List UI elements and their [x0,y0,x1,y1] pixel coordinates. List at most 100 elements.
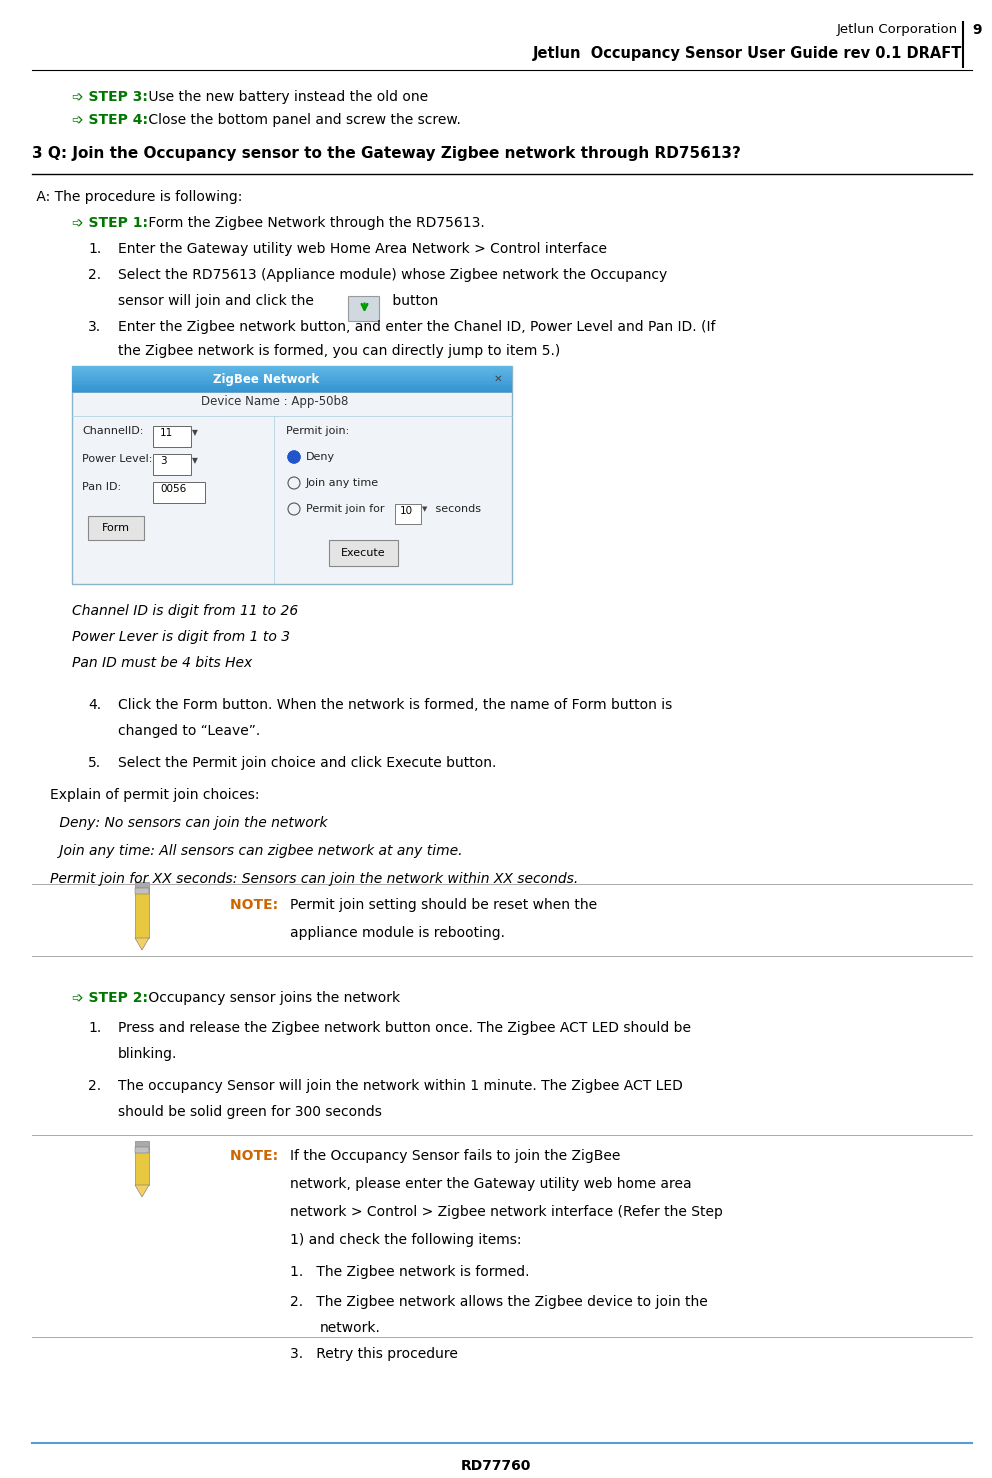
Text: A: The procedure is following:: A: The procedure is following: [32,191,242,204]
FancyBboxPatch shape [72,386,512,387]
Text: 1.   The Zigbee network is formed.: 1. The Zigbee network is formed. [290,1265,530,1278]
Text: 2.   The Zigbee network allows the Zigbee device to join the: 2. The Zigbee network allows the Zigbee … [290,1295,707,1310]
Text: Join any time: All sensors can zigbee network at any time.: Join any time: All sensors can zigbee ne… [55,844,462,859]
FancyBboxPatch shape [72,380,512,381]
FancyBboxPatch shape [72,378,512,380]
FancyBboxPatch shape [72,371,512,372]
Text: ➩ STEP 4:: ➩ STEP 4: [72,112,148,127]
Text: Device Name : App-50b8: Device Name : App-50b8 [200,395,348,408]
Text: Permit join setting should be reset when the: Permit join setting should be reset when… [290,899,597,912]
Text: ✕: ✕ [494,374,502,384]
Text: Enter the Zigbee network button, and enter the Chanel ID, Power Level and Pan ID: Enter the Zigbee network button, and ent… [118,321,715,334]
Text: ▼: ▼ [422,505,428,511]
Text: 3.   Retry this procedure: 3. Retry this procedure [290,1346,458,1361]
FancyBboxPatch shape [72,367,512,584]
FancyBboxPatch shape [72,374,512,375]
Text: Execute: Execute [341,548,386,559]
Text: Select the RD75613 (Appliance module) whose Zigbee network the Occupancy: Select the RD75613 (Appliance module) wh… [118,268,668,282]
FancyBboxPatch shape [135,890,149,939]
Text: 0056: 0056 [160,483,186,494]
FancyBboxPatch shape [395,504,421,525]
FancyBboxPatch shape [72,371,512,372]
Text: Close the bottom panel and screw the screw.: Close the bottom panel and screw the scr… [144,112,461,127]
Text: Pan ID:: Pan ID: [82,482,121,492]
Text: 3 Q: Join the Occupancy sensor to the Gateway Zigbee network through RD75613?: 3 Q: Join the Occupancy sensor to the Ga… [32,146,741,161]
FancyBboxPatch shape [72,387,512,389]
Text: Form the Zigbee Network through the RD75613.: Form the Zigbee Network through the RD75… [144,216,485,231]
Text: Form: Form [102,523,130,534]
FancyBboxPatch shape [72,390,512,392]
Text: ➩ STEP 1:: ➩ STEP 1: [72,216,148,231]
FancyBboxPatch shape [72,384,512,386]
Circle shape [288,451,300,463]
Text: If the Occupancy Sensor fails to join the ZigBee: If the Occupancy Sensor fails to join th… [290,1148,620,1163]
Text: Press and release the Zigbee network button once. The Zigbee ACT LED should be: Press and release the Zigbee network but… [118,1021,691,1035]
Text: 4.: 4. [88,698,101,712]
Text: NOTE:: NOTE: [230,899,288,912]
Text: blinking.: blinking. [118,1046,178,1061]
Text: the Zigbee network is formed, you can directly jump to item 5.): the Zigbee network is formed, you can di… [118,344,560,358]
Text: 2.: 2. [88,268,101,282]
FancyBboxPatch shape [72,381,512,384]
Text: network.: network. [320,1321,381,1335]
Text: ChannelID:: ChannelID: [82,426,144,436]
Text: Click the Form button. When the network is formed, the name of Form button is: Click the Form button. When the network … [118,698,673,712]
FancyBboxPatch shape [135,1147,149,1153]
Text: Permit join:: Permit join: [286,426,349,436]
Text: 3.: 3. [88,321,101,334]
Text: Deny: No sensors can join the network: Deny: No sensors can join the network [55,816,327,831]
FancyBboxPatch shape [135,888,149,894]
FancyBboxPatch shape [135,1141,149,1148]
Text: Deny: Deny [306,452,335,463]
Text: ➩ STEP 2:: ➩ STEP 2: [72,992,148,1005]
Text: 2.: 2. [88,1079,101,1094]
Text: ➩ STEP 3:: ➩ STEP 3: [72,90,148,103]
FancyBboxPatch shape [72,367,512,368]
Text: Jetlun  Occupancy Sensor User Guide rev 0.1 DRAFT: Jetlun Occupancy Sensor User Guide rev 0… [533,46,962,61]
Text: The occupancy Sensor will join the network within 1 minute. The Zigbee ACT LED: The occupancy Sensor will join the netwo… [118,1079,682,1094]
Text: ZigBee Network: ZigBee Network [212,372,318,386]
Polygon shape [135,939,149,950]
FancyBboxPatch shape [153,454,191,474]
Text: 9: 9 [968,24,982,37]
FancyBboxPatch shape [72,389,512,390]
FancyBboxPatch shape [88,516,144,539]
Text: network > Control > Zigbee network interface (Refer the Step: network > Control > Zigbee network inter… [290,1205,723,1219]
Text: network, please enter the Gateway utility web home area: network, please enter the Gateway utilit… [290,1176,691,1191]
Text: Join any time: Join any time [306,477,379,488]
Text: 1.: 1. [88,1021,101,1035]
Text: Explain of permit join choices:: Explain of permit join choices: [50,788,260,803]
Text: 11: 11 [160,429,174,437]
Text: changed to “Leave”.: changed to “Leave”. [118,724,260,738]
FancyBboxPatch shape [153,426,191,446]
Text: Jetlun Corporation: Jetlun Corporation [836,24,962,35]
Text: 10: 10 [400,505,413,516]
Text: button: button [388,294,438,307]
Text: Pan ID must be 4 bits Hex: Pan ID must be 4 bits Hex [72,656,252,670]
FancyBboxPatch shape [72,368,512,370]
Text: ▼: ▼ [192,457,197,466]
FancyBboxPatch shape [135,1148,149,1185]
Text: sensor will join and click the: sensor will join and click the [118,294,313,307]
FancyBboxPatch shape [135,882,149,890]
Text: should be solid green for 300 seconds: should be solid green for 300 seconds [118,1106,382,1119]
Text: NOTE:: NOTE: [230,1148,288,1163]
FancyBboxPatch shape [72,383,512,384]
Polygon shape [135,1185,149,1197]
FancyBboxPatch shape [72,372,512,374]
Text: Enter the Gateway utility web Home Area Network > Control interface: Enter the Gateway utility web Home Area … [118,242,607,256]
FancyBboxPatch shape [72,392,512,393]
Text: 1) and check the following items:: 1) and check the following items: [290,1233,522,1247]
FancyBboxPatch shape [347,296,379,321]
Text: 1.: 1. [88,242,101,256]
FancyBboxPatch shape [72,381,512,383]
Text: Occupancy sensor joins the network: Occupancy sensor joins the network [144,992,400,1005]
FancyBboxPatch shape [72,377,512,378]
Text: RD77760: RD77760 [461,1459,531,1474]
FancyBboxPatch shape [72,375,512,377]
Text: seconds: seconds [432,504,481,514]
Text: appliance module is rebooting.: appliance module is rebooting. [290,927,505,940]
Text: Channel ID is digit from 11 to 26: Channel ID is digit from 11 to 26 [72,605,299,618]
FancyBboxPatch shape [153,482,205,503]
Text: Use the new battery instead the old one: Use the new battery instead the old one [144,90,429,103]
